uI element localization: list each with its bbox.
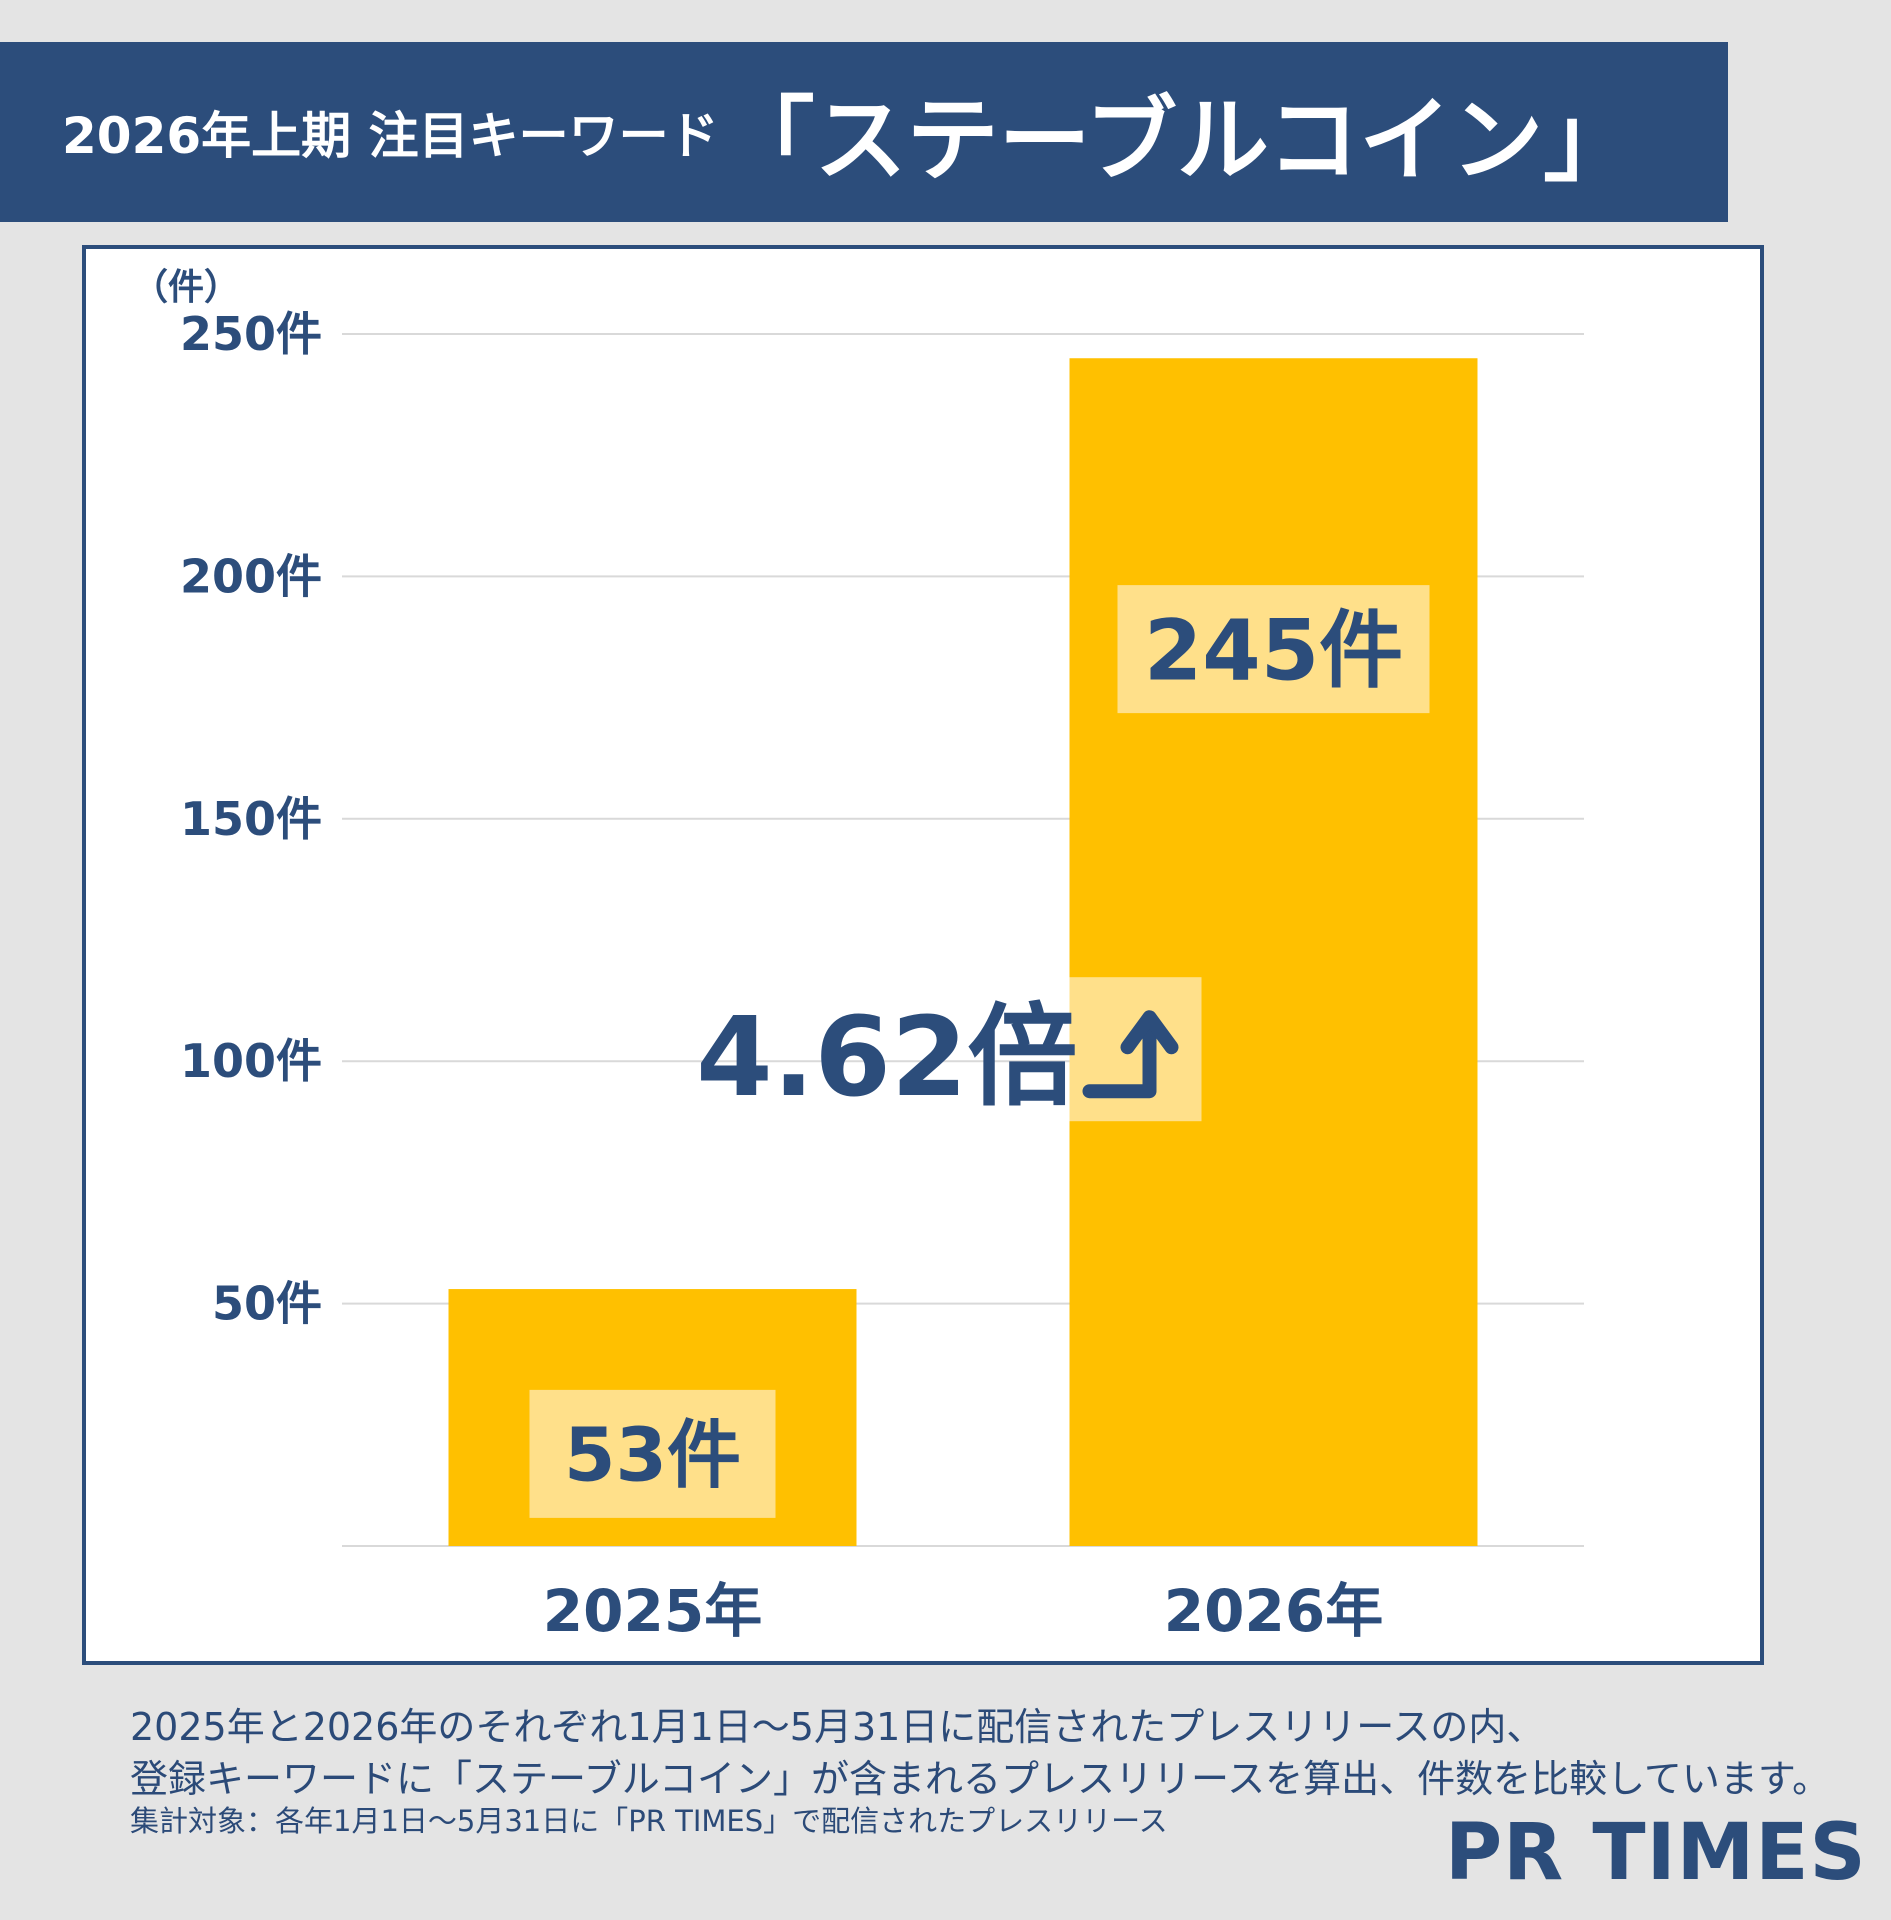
footnote-line-1: 2025年と2026年のそれぞれ1月1日～5月31日に配信されたプレスリリースの… [130,1705,1545,1749]
x-tick-label: 2025年 [543,1577,762,1645]
chart-frame: （件） 50件 100件 150件 200件 250件 2025年 2026年 53件 245件 4… [82,245,1764,1665]
y-tick-label: 200件 [180,549,322,603]
x-tick-label: 2026年 [1164,1577,1383,1645]
footnote-line-2: 登録キーワードに「ステーブルコイン」が含まれるプレスリリースを算出、件数を比較し… [130,1757,1831,1801]
y-tick-label: 150件 [180,792,322,846]
footnote-source: 集計対象：各年1月1日～5月31日に「PR TIMES」で配信されたプレスリリー… [130,1804,1168,1838]
y-tick-label: 50件 [212,1277,322,1331]
bar-2026年 [1069,358,1478,1546]
annotation-highlight [1069,977,1202,1122]
y-tick-label: 100件 [180,1034,322,1088]
value-label-bg [529,1389,776,1518]
value-label: 53件 [564,1413,741,1499]
pr-times-logo: PR TIMES [1445,1808,1867,1898]
growth-annotation: 4.62倍 [696,993,1077,1121]
value-label: 245件 [1144,601,1403,699]
up-right-arrow-icon [1082,1024,1157,1099]
y-axis-unit-label: （件） [132,267,240,308]
title-prefix: 2026年上期 注目キーワード [62,107,719,165]
y-tick-label: 250件 [180,307,322,361]
arrow-head-icon [1120,1010,1179,1055]
title-keyword: 「ステーブルコイン」 [722,86,1636,194]
title-banner: 2026年上期 注目キーワード 「ステーブルコイン」 [0,42,1728,222]
bar-chart: （件） 50件 100件 150件 200件 250件 2025年 2026年 53件 245件 4… [132,267,1584,1645]
value-label-bg [1117,585,1430,714]
